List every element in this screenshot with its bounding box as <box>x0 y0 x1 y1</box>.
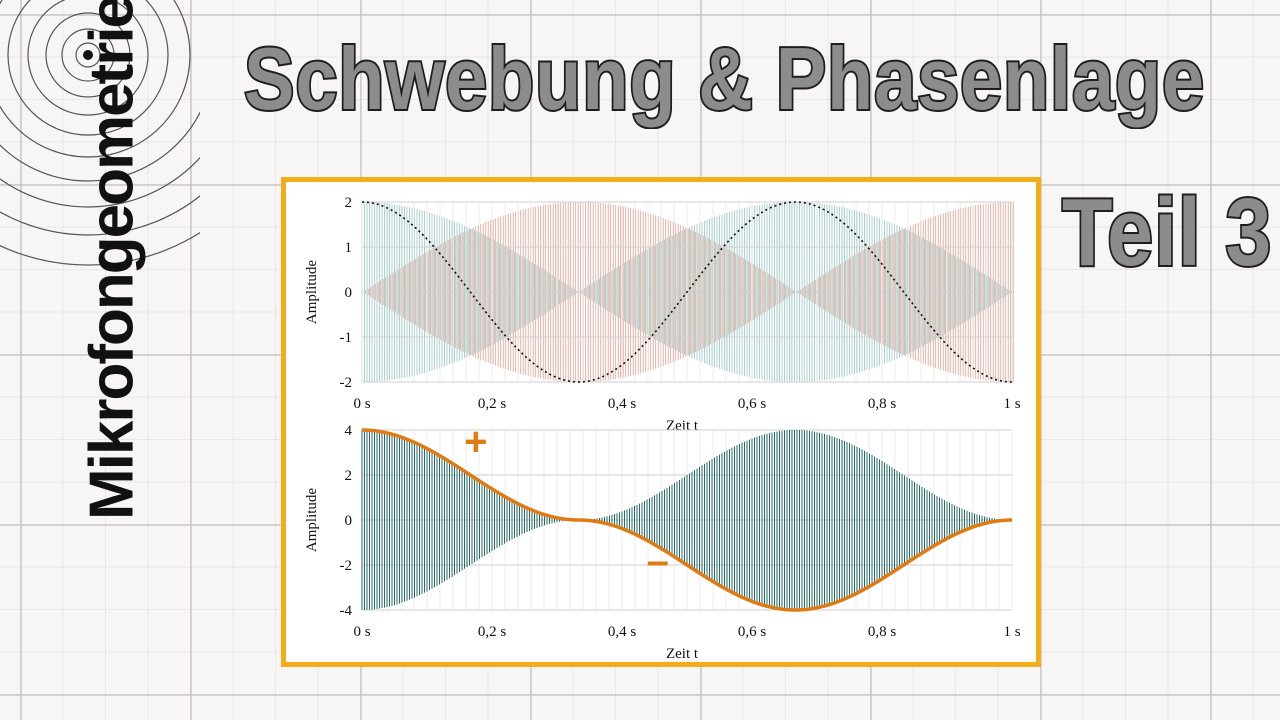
envelope-curve <box>361 201 1013 383</box>
x-tick-label: 0,6 s <box>738 396 767 412</box>
x-tick-label: 0,8 s <box>868 624 897 640</box>
x-axis-label: Zeit t <box>666 418 699 434</box>
y-tick-label: 2 <box>345 468 353 484</box>
y-tick-label: 0 <box>345 513 353 529</box>
minus-annotation: – <box>647 539 669 583</box>
x-tick-label: 0,6 s <box>738 624 767 640</box>
y-tick-label: -2 <box>340 375 353 391</box>
y-tick-label: -2 <box>340 558 353 574</box>
y-tick-label: -4 <box>340 603 353 619</box>
plus-annotation: + <box>464 420 487 464</box>
x-tick-label: 0,2 s <box>478 396 507 412</box>
y-tick-label: 2 <box>345 195 353 211</box>
logo-concentric-circles-icon <box>0 0 200 266</box>
x-axis-label: Zeit t <box>666 646 699 662</box>
video-title: Schwebung & Phasenlage <box>242 27 1206 130</box>
y-tick-label: 0 <box>345 285 353 301</box>
video-subtitle: Teil 3 <box>1060 177 1273 288</box>
x-tick-label: 1 s <box>1003 624 1020 640</box>
brand-name: Mikrofongeometrie <box>77 0 147 521</box>
x-tick-label: 1 s <box>1003 396 1020 412</box>
x-tick-label: 0 s <box>353 396 370 412</box>
x-tick-label: 0,4 s <box>608 396 637 412</box>
x-tick-label: 0,2 s <box>478 624 507 640</box>
x-tick-label: 0,4 s <box>608 624 637 640</box>
y-tick-label: 4 <box>345 423 353 439</box>
y-axis-label: Amplitude <box>304 488 320 553</box>
orange-envelope-curve <box>361 428 1013 612</box>
y-tick-label: -1 <box>340 330 353 346</box>
x-tick-label: 0,8 s <box>868 396 897 412</box>
y-axis-label: Amplitude <box>304 260 320 325</box>
x-tick-label: 0 s <box>353 624 370 640</box>
y-tick-label: 1 <box>345 240 353 256</box>
